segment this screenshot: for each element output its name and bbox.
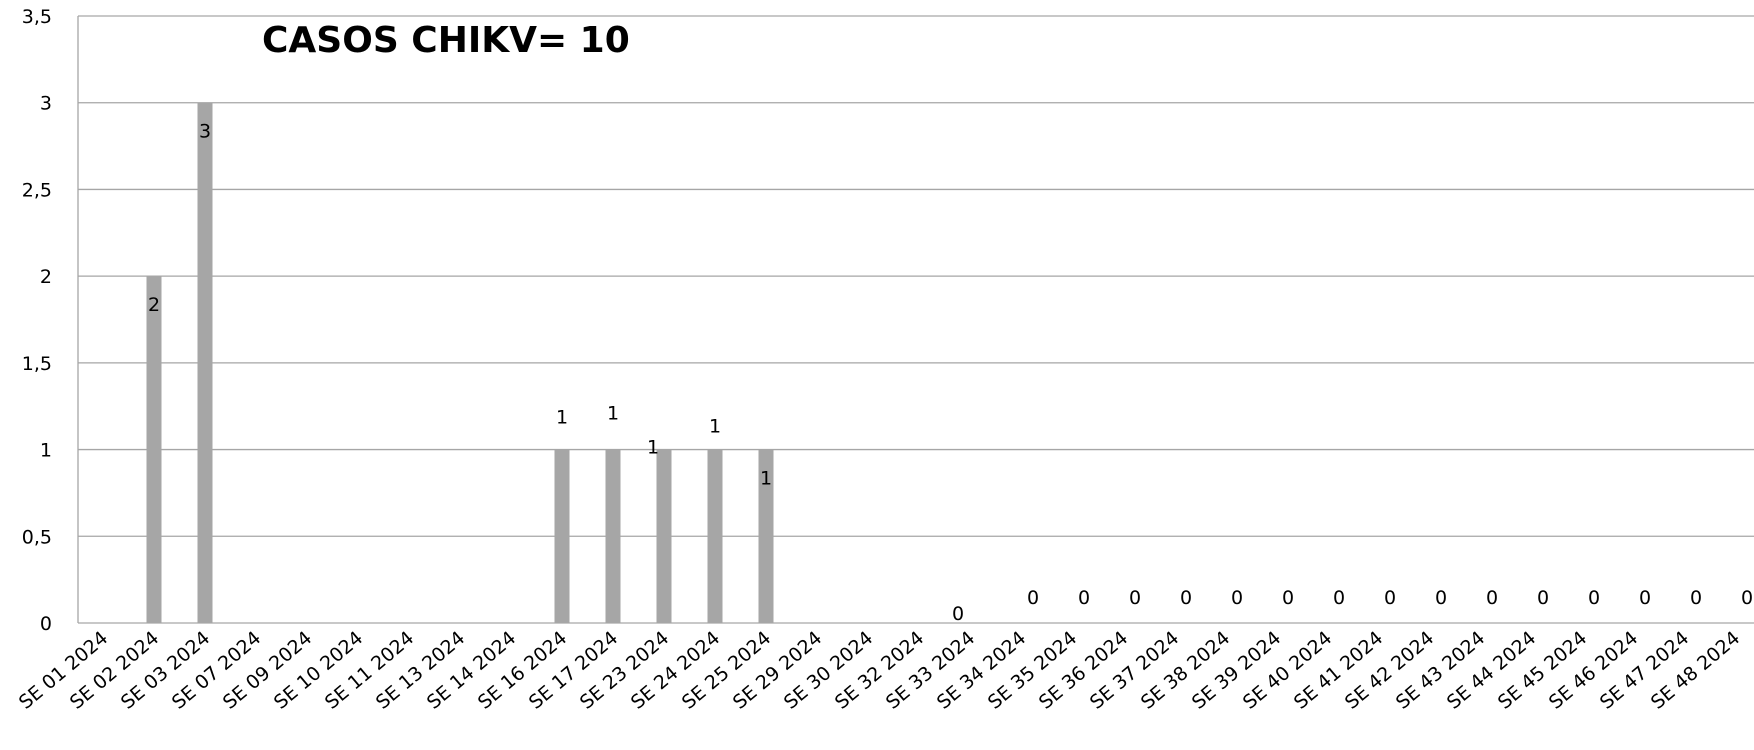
data-label: 0: [952, 603, 964, 625]
y-tick-label: 2: [40, 266, 52, 288]
y-tick-label: 0,5: [22, 526, 52, 548]
chart-title: CASOS CHIKV= 10: [262, 20, 630, 61]
data-label: 0: [1741, 587, 1753, 609]
data-label: 1: [760, 468, 772, 490]
data-labels: 2 3 1 1 1 1 1 0 0 0 0 0 0 0 0 0 0 0 0 0 0 0 0: [148, 121, 1753, 625]
data-label: 0: [1486, 587, 1498, 609]
bar: [758, 449, 774, 623]
data-label: 1: [647, 437, 659, 459]
bar: [197, 102, 213, 623]
data-label: 2: [148, 294, 160, 316]
data-label: 0: [1639, 587, 1651, 609]
y-axis-ticks: 0 0,5 1 1,5 2 2,5 3 3,5: [22, 6, 52, 635]
data-label: 0: [1027, 587, 1039, 609]
data-label: 0: [1231, 587, 1243, 609]
y-tick-label: 0: [40, 613, 52, 635]
data-label: 1: [709, 416, 721, 438]
data-label: 3: [199, 121, 211, 143]
data-label: 0: [1384, 587, 1396, 609]
y-tick-label: 2,5: [22, 179, 52, 201]
bar: [554, 449, 570, 623]
bar: [146, 276, 162, 623]
data-label: 0: [1690, 587, 1702, 609]
data-label: 0: [1282, 587, 1294, 609]
y-tick-label: 3: [40, 93, 52, 115]
y-tick-label: 1: [40, 440, 52, 462]
data-label: 1: [607, 403, 619, 425]
data-label: 0: [1129, 587, 1141, 609]
bar: [656, 449, 672, 623]
data-label: 0: [1180, 587, 1192, 609]
data-label: 0: [1333, 587, 1345, 609]
y-tick-label: 1,5: [22, 353, 52, 375]
data-label: 0: [1435, 587, 1447, 609]
bars: [146, 102, 774, 623]
data-label: 0: [1537, 587, 1549, 609]
data-label: 0: [1588, 587, 1600, 609]
y-tick-label: 3,5: [22, 6, 52, 28]
data-label: 0: [1078, 587, 1090, 609]
data-label: 1: [556, 407, 568, 429]
bar: [707, 449, 723, 623]
gridlines: [77, 15, 1754, 624]
bar: [605, 449, 621, 623]
